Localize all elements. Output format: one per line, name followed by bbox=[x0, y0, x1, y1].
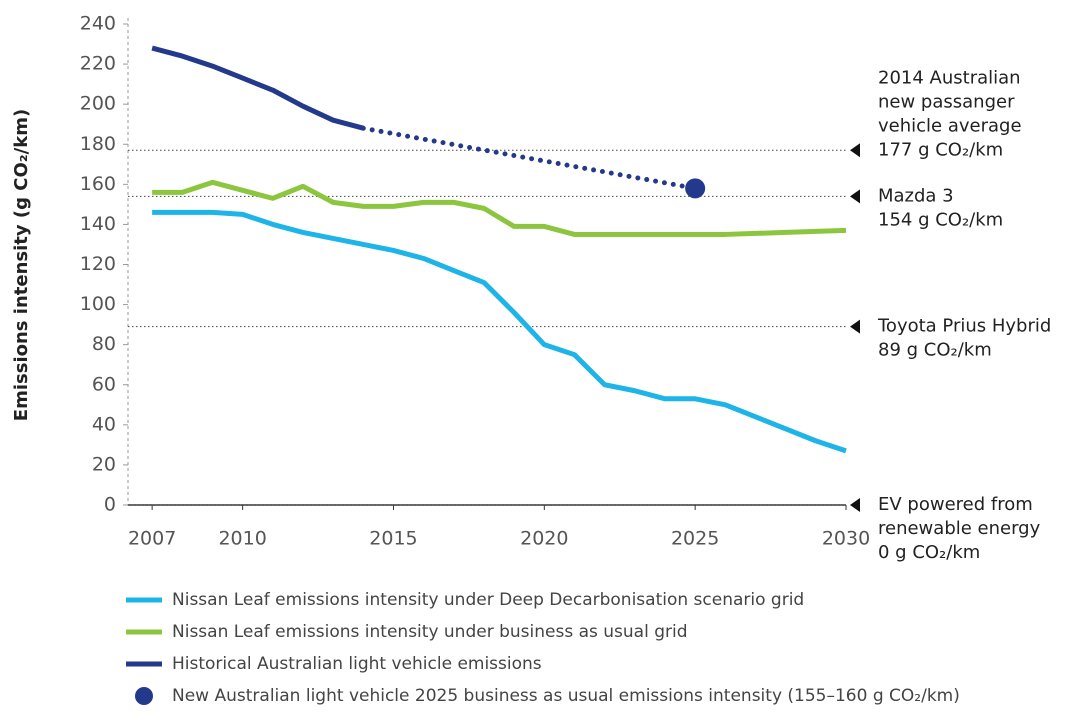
y-tick-label: 80 bbox=[92, 333, 116, 355]
y-tick-label: 180 bbox=[80, 133, 116, 155]
reference-label: vehicle average bbox=[878, 115, 1022, 136]
y-axis-label: Emissions intensity (g CO₂/km) bbox=[11, 109, 32, 421]
y-tick-label: 0 bbox=[104, 494, 116, 516]
reference-label: 154 g CO₂/km bbox=[878, 209, 1003, 230]
reference-label: renewable energy bbox=[878, 518, 1041, 539]
data-point bbox=[685, 178, 706, 199]
legend-label: New Australian light vehicle 2025 busine… bbox=[172, 686, 960, 706]
reference-label: Mazda 3 bbox=[878, 185, 954, 206]
x-tick-label: 2020 bbox=[520, 528, 568, 550]
y-tick-label: 100 bbox=[80, 293, 116, 315]
y-tick-label: 200 bbox=[80, 93, 116, 115]
reference-label: 89 g CO₂/km bbox=[878, 340, 992, 361]
x-tick-label: 2007 bbox=[128, 528, 176, 550]
y-tick-label: 20 bbox=[92, 453, 116, 475]
y-tick-label: 40 bbox=[92, 413, 116, 435]
y-tick-label: 220 bbox=[80, 53, 116, 75]
y-tick-label: 120 bbox=[80, 253, 116, 275]
reference-label: 177 g CO₂/km bbox=[878, 139, 1003, 160]
reference-label: 2014 Australian bbox=[878, 67, 1021, 88]
reference-arrow bbox=[850, 189, 860, 204]
reference-arrow bbox=[850, 319, 860, 334]
legend-label: Historical Australian light vehicle emis… bbox=[172, 654, 542, 674]
legend-label: Nissan Leaf emissions intensity under De… bbox=[172, 590, 804, 610]
series-line bbox=[152, 179, 847, 237]
series-line bbox=[152, 209, 847, 454]
reference-label: Toyota Prius Hybrid bbox=[877, 316, 1051, 337]
reference-arrow bbox=[850, 143, 860, 158]
reference-label: 0 g CO₂/km bbox=[878, 542, 980, 563]
reference-arrow bbox=[850, 498, 860, 512]
x-tick-label: 2010 bbox=[218, 528, 266, 550]
x-tick-label: 2030 bbox=[822, 528, 870, 550]
y-tick-label: 240 bbox=[80, 13, 116, 35]
legend-swatch bbox=[135, 687, 153, 705]
series-line bbox=[360, 125, 698, 191]
y-tick-label: 160 bbox=[80, 173, 116, 195]
reference-label: EV powered from bbox=[878, 494, 1033, 515]
reference-label: new passanger bbox=[878, 91, 1015, 112]
y-tick-label: 140 bbox=[80, 213, 116, 235]
x-tick-label: 2015 bbox=[369, 528, 417, 550]
legend-label: Nissan Leaf emissions intensity under bu… bbox=[172, 622, 688, 642]
y-tick-label: 60 bbox=[92, 373, 116, 395]
series-line bbox=[151, 45, 364, 131]
x-tick-label: 2025 bbox=[671, 528, 719, 550]
